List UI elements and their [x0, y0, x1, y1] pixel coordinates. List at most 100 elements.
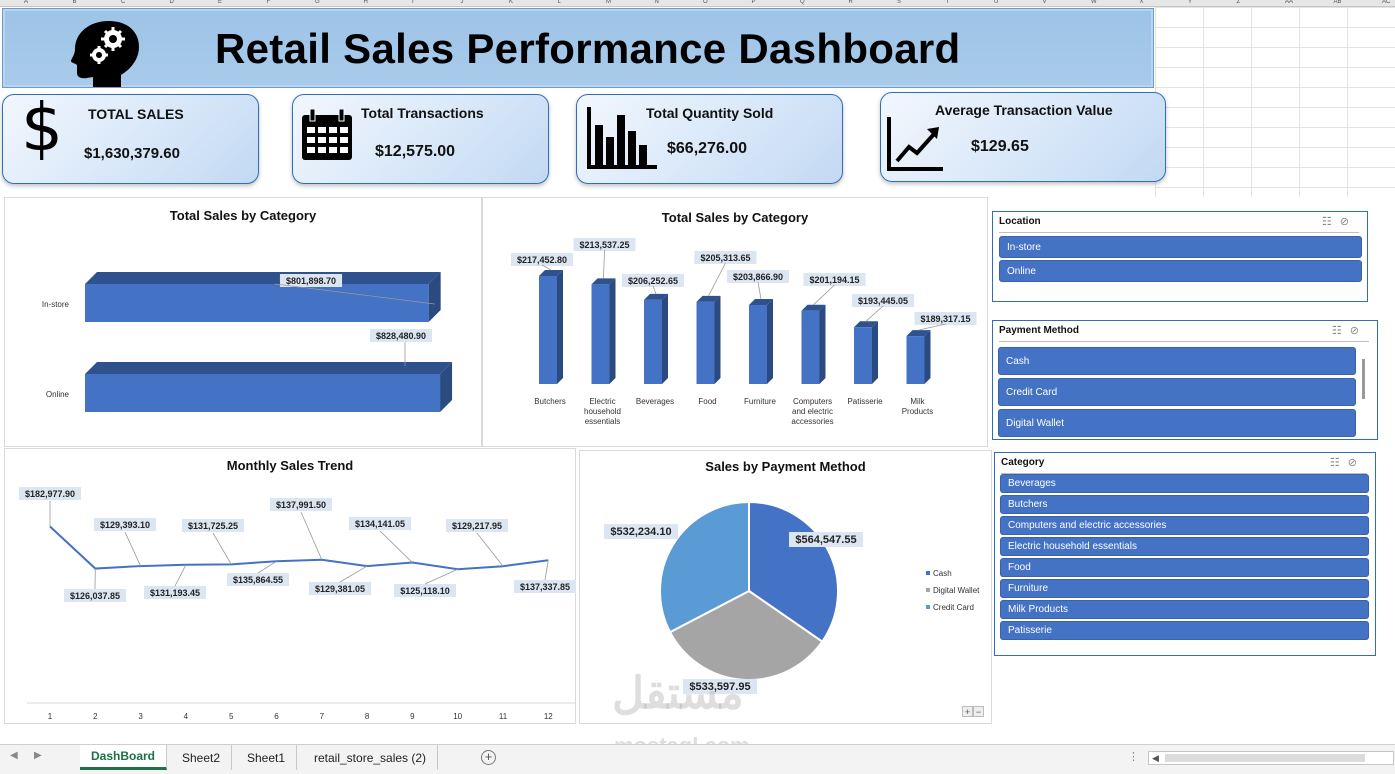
data-label: $137,991.50 [276, 500, 326, 510]
legend-swatch [926, 588, 930, 592]
column-header[interactable]: M [606, 0, 611, 5]
column-header[interactable]: D [169, 0, 174, 5]
chart-monthly-sales-trend[interactable]: Monthly Sales Trend 1 2 3 4 5 6 7 8 9 10 11 12 $182,… [4, 448, 577, 724]
slicer-item-furniture[interactable]: Furniture [1001, 580, 1368, 597]
scroll-right-icon[interactable]: ▶ [34, 750, 42, 761]
data-label-bg [914, 312, 977, 325]
bar-chart-icon [587, 107, 657, 169]
slicer-scrollbar[interactable] [1362, 359, 1365, 399]
column-header[interactable]: L [557, 0, 561, 5]
kpi-total-quantity: Total Quantity Sold $66,276.00 [576, 94, 843, 184]
tab-sheet2[interactable]: Sheet2 [171, 745, 233, 770]
column-header[interactable]: V [1042, 0, 1047, 5]
slicer-title: Category [1001, 457, 1045, 468]
horizontal-scrollbar[interactable]: ◀ [1148, 751, 1394, 765]
column-header[interactable]: P [751, 0, 756, 5]
category-label: Electric [589, 397, 615, 406]
column-header[interactable]: G [315, 0, 320, 5]
more-options-icon[interactable]: ⋮ [1128, 751, 1139, 763]
slicer-item-electric-household-essentials[interactable]: Electric household essentials [1001, 538, 1368, 555]
leader-line [603, 249, 605, 279]
data-label-bg [348, 517, 412, 530]
column-header[interactable]: T [945, 0, 950, 5]
x-tick-label: 6 [274, 712, 279, 721]
scroll-left-icon[interactable]: ◀ [10, 750, 18, 761]
zoom-controls[interactable]: + − [962, 706, 984, 717]
data-label-bg [573, 238, 636, 251]
multi-select-icon[interactable]: ☷⊘ [1329, 457, 1365, 469]
column-header[interactable]: O [703, 0, 708, 5]
bar [906, 336, 925, 384]
slicer-item-butchers[interactable]: Butchers [1001, 496, 1368, 513]
data-label: $564,547.55 [795, 534, 856, 546]
page-title: Retail Sales Performance Dashboard [215, 25, 961, 72]
column-header[interactable]: Q [800, 0, 805, 5]
column-header[interactable]: H [363, 0, 368, 5]
column-header[interactable]: R [848, 0, 853, 5]
chart-title: Monthly Sales Trend [226, 458, 354, 473]
leader-line [300, 511, 323, 560]
column-header[interactable]: F [266, 0, 271, 5]
add-sheet-icon[interactable]: + [481, 750, 496, 765]
column-header[interactable]: U [994, 0, 999, 5]
column-header[interactable]: Z [1236, 0, 1241, 5]
column-header[interactable]: J [460, 0, 464, 5]
sheet-grid [1155, 7, 1395, 197]
multi-select-icon[interactable]: ☷⊘ [1331, 325, 1367, 337]
tab-sheet1[interactable]: Sheet1 [236, 745, 298, 770]
leader-line [865, 305, 884, 322]
bar [801, 310, 820, 384]
column-header[interactable]: N [654, 0, 659, 5]
category-label: Online [46, 390, 70, 399]
data-label: $131,725.25 [188, 521, 238, 531]
bar [749, 305, 767, 384]
column-header[interactable]: B [72, 0, 77, 5]
column-header[interactable]: Y [1188, 0, 1193, 5]
data-label-bg [226, 573, 290, 586]
category-label: essentials [585, 417, 621, 426]
data-label-bg [726, 270, 790, 283]
scroll-left-arrow-icon[interactable]: ◀ [1152, 753, 1159, 763]
chart-sales-by-payment[interactable]: Sales by Payment Method $564,547.55 $533,… [579, 450, 992, 724]
column-header[interactable]: K [509, 0, 514, 5]
tab-dashboard[interactable]: DashBoard [80, 745, 168, 770]
zoom-in-icon[interactable]: + [962, 706, 973, 717]
scrollbar-thumb[interactable] [1165, 754, 1365, 762]
data-label: $203,866.90 [733, 272, 783, 282]
kpi-value: $129.65 [971, 138, 1029, 155]
column-header[interactable]: A [24, 0, 29, 5]
slicer-item-patisserie[interactable]: Patisserie [1001, 622, 1368, 639]
bar-side [714, 295, 721, 384]
column-header[interactable]: C [121, 0, 126, 5]
column-header[interactable]: E [218, 0, 223, 5]
slicer-item-cash[interactable]: Cash [999, 348, 1355, 374]
slicer-item-credit-card[interactable]: Credit Card [999, 379, 1355, 405]
slicer-item-online[interactable]: Online [1000, 261, 1361, 281]
column-header[interactable]: AB [1333, 0, 1342, 5]
x-tick-label: 1 [48, 712, 53, 721]
tab-retail-store-sales[interactable]: retail_store_sales (2) [303, 745, 439, 770]
chart-canvas: $217,452.80 Butchers $213,537.25 Electricho… [510, 238, 977, 426]
column-header[interactable]: I [412, 0, 414, 5]
column-header[interactable]: AA [1285, 0, 1294, 5]
slicer-item-milk-products[interactable]: Milk Products [1001, 601, 1368, 618]
column-header[interactable]: AC [1382, 0, 1391, 5]
column-header[interactable]: W [1091, 0, 1097, 5]
bar-side [662, 293, 668, 384]
leader-line [124, 531, 141, 567]
legend-entry: Credit Card [933, 603, 974, 612]
chart-sales-by-category[interactable]: Total Sales by Category $217,452.80 Butch… [482, 197, 988, 447]
column-header[interactable]: X [1139, 0, 1144, 5]
data-label-bg [393, 584, 457, 597]
slicer-item-computers-and-electric-accessories[interactable]: Computers and electric accessories [1001, 517, 1368, 534]
slicer-item-food[interactable]: Food [1001, 559, 1368, 576]
zoom-out-icon[interactable]: − [973, 706, 984, 717]
leader-line [212, 532, 232, 565]
column-header[interactable]: S [897, 0, 902, 5]
kpi-value: $12,575.00 [375, 143, 456, 160]
chart-sales-by-location[interactable]: Total Sales by Category In-store Online $8… [4, 197, 482, 447]
slicer-item-beverages[interactable]: Beverages [1001, 475, 1368, 492]
multi-select-icon[interactable]: ☷⊘ [1321, 216, 1357, 228]
slicer-item-in-store[interactable]: In-store [1000, 237, 1361, 257]
slicer-item-digital-wallet[interactable]: Digital Wallet [999, 410, 1355, 436]
